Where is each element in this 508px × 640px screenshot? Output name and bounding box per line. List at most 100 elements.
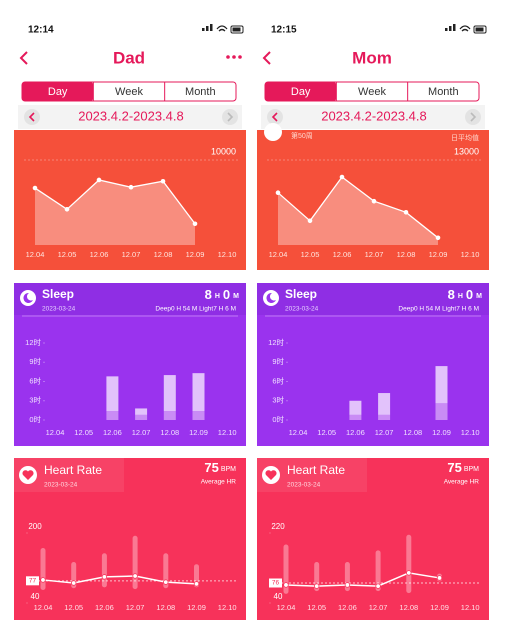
x-tick-label: 12.08 [154,250,173,259]
sleep-date: 2023-03-24 [285,306,319,313]
x-tick-label: 12.08 [403,428,422,437]
date-arrow-bg[interactable] [24,109,40,125]
steps-line [277,176,439,239]
heart-average-value: 75 [204,460,218,475]
heart-range-bar [163,553,169,589]
status-time: 12:15 [271,25,297,36]
heart-point [375,583,381,589]
x-tick-label: 12.07 [365,250,384,259]
x-tick-label: 12.06 [333,250,352,259]
heart-line [42,575,197,585]
signal-icon [445,28,448,31]
average-tag [26,576,39,586]
back-button[interactable] [19,51,28,65]
sleep-total-part: H [458,293,463,300]
y-tick-label: 40 [31,592,40,601]
page-title: Mom [352,48,392,67]
date-arrow-bg[interactable] [465,109,481,125]
heart-range-bar [40,548,46,590]
x-tick-label: 12.05 [74,428,93,437]
heart-icon [22,470,34,480]
date-row [261,105,485,129]
sleep-light-bar [378,393,391,415]
steps-point [96,177,102,183]
tab-selected[interactable] [265,82,337,101]
y-tick-label: 12时 [268,337,284,347]
signal-icon [202,28,205,31]
x-tick-label: 12.05 [64,603,83,612]
y-tick-label: 0时 [29,414,41,424]
y-tick-label: 6时 [29,375,41,385]
back-button[interactable] [262,51,271,65]
moon-icon [266,292,276,303]
date-arrow[interactable] [470,112,477,122]
steps-point [403,210,409,215]
menu-dot[interactable] [238,55,242,59]
heart-average-label: Average HR [444,479,480,486]
heart-range-bar [406,534,412,594]
sleep-light-bar [349,400,362,415]
battery-icon [473,25,487,34]
y-tick-label: 12时 [25,337,41,347]
heart-title: Heart Rate [287,463,345,477]
heart-point [70,580,77,586]
heart-point [193,581,200,587]
date-arrow[interactable] [271,112,278,122]
y-tick-label: 13000 [454,146,479,156]
heart-range-bar [101,553,107,588]
x-tick-label: 12.09 [430,603,449,612]
menu-dot[interactable] [226,55,230,59]
heart-title: Heart Rate [44,463,102,477]
tab-label[interactable]: Month [428,86,459,98]
menu-dot[interactable] [232,55,236,59]
date-row [18,105,242,129]
tab-label[interactable]: Day [48,86,68,98]
sleep-light-bar [135,408,148,415]
y-tick-label: 10000 [211,146,236,156]
x-tick-label: 12.06 [338,603,357,612]
x-tick-label: 12.04 [26,250,45,259]
date-arrow-bg[interactable] [267,109,283,125]
signal-icon [449,26,452,31]
heart-point [344,582,351,588]
sleep-deep-bar [435,403,448,420]
steps-point [275,190,281,195]
battery-icon [230,25,244,34]
sleep-total-part: H [215,293,220,300]
steps-point [128,184,134,190]
x-tick-label: 12.10 [461,250,480,259]
tab-selected[interactable] [22,82,94,101]
x-tick-label: 12.07 [122,250,141,259]
steps-area [35,179,195,245]
steps-point [32,185,38,191]
tab-label[interactable]: Week [358,86,386,98]
x-tick-label: 12.06 [95,603,114,612]
average-tag [269,578,282,588]
steps-point [371,198,377,204]
date-arrow-bg[interactable] [222,109,238,125]
heart-range-bar [375,550,381,592]
sleep-title: Sleep [285,287,317,301]
y-tick-label: 6时 [272,375,284,385]
date-arrow[interactable] [28,112,35,122]
signal-icon [453,24,456,31]
x-tick-label: 12.09 [432,428,451,437]
sleep-deep-bar [349,414,362,420]
sleep-total-part: M [233,293,239,300]
sleep-total-part: 8 [448,287,455,302]
steps-note: 第50周 [291,131,313,140]
sleep-light-bar [163,375,176,412]
x-tick-label: 12.07 [375,428,394,437]
tab-label[interactable]: Day [291,86,311,98]
tab-label[interactable]: Week [115,86,143,98]
tab-label[interactable]: Month [185,86,216,98]
sleep-deep-bar [135,414,148,420]
status-time: 12:14 [28,25,54,36]
date-arrow[interactable] [227,112,234,122]
sleep-date: 2023-03-24 [42,306,76,313]
